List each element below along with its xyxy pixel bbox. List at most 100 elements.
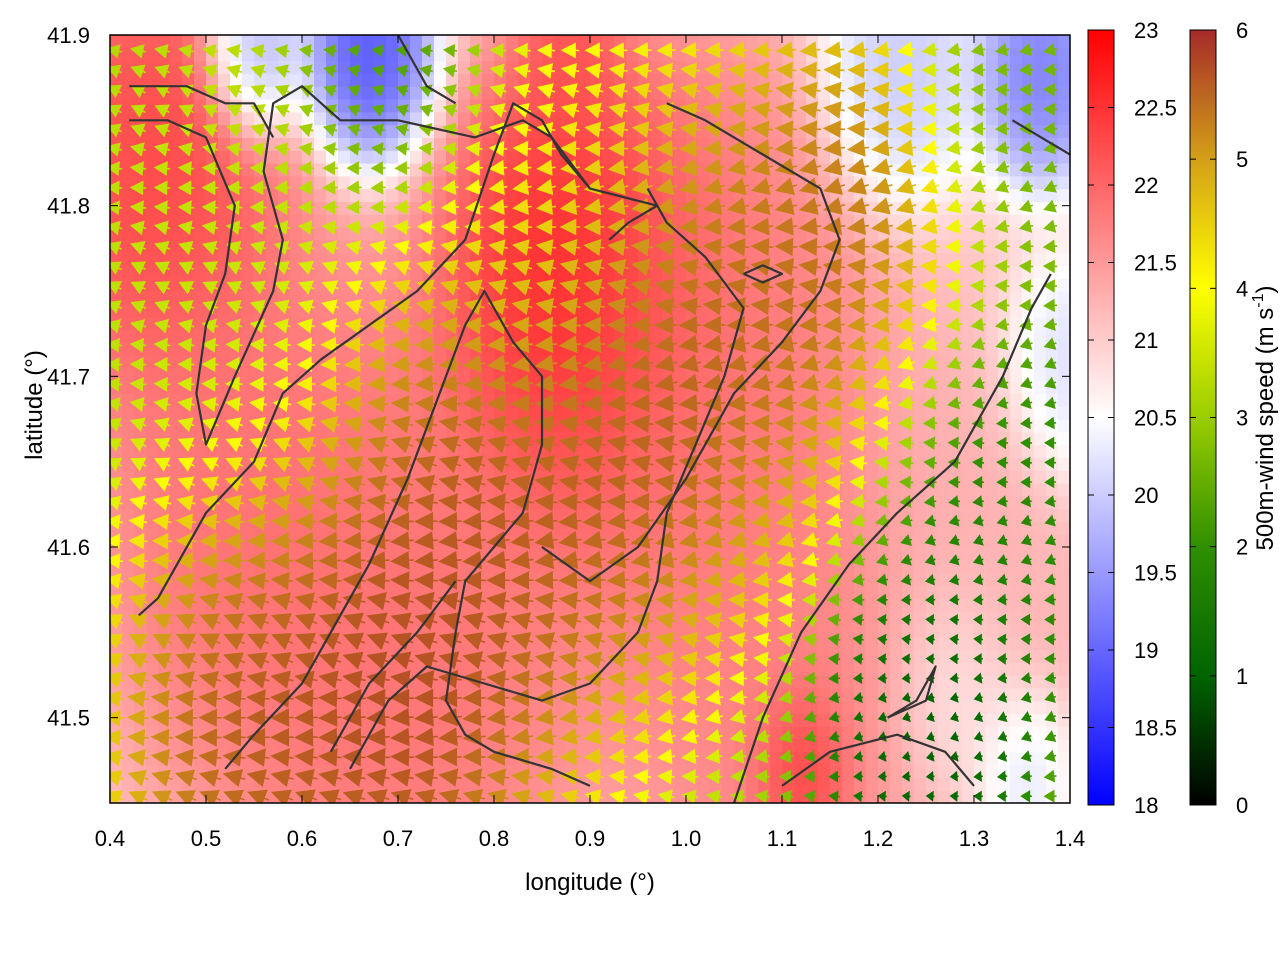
temperature-cell: [722, 483, 735, 497]
temperature-cell: [362, 303, 375, 318]
temperature-cell: [674, 623, 687, 638]
temperature-cell: [482, 623, 495, 638]
temperature-cell: [194, 521, 207, 535]
temperature-cell: [506, 329, 519, 343]
temperature-cell: [134, 406, 147, 420]
temperature-cell: [1058, 559, 1070, 574]
temperature-cell: [302, 111, 315, 126]
temperature-cell: [770, 623, 783, 638]
temperature-cell: [458, 201, 471, 215]
temperature-cell: [170, 444, 183, 458]
temperature-cell: [314, 662, 327, 676]
temperature-cell: [290, 611, 303, 625]
temperature-cell: [290, 124, 303, 138]
temperature-cell: [626, 700, 639, 714]
temperature-cell: [386, 316, 399, 330]
temperature-cell: [254, 406, 267, 420]
temperature-cell: [182, 111, 195, 126]
temperature-cell: [1010, 687, 1023, 702]
temperature-cell: [962, 380, 975, 394]
temperature-cell: [194, 700, 207, 714]
temperature-cell: [362, 265, 375, 279]
temperature-cell: [506, 406, 519, 420]
temperature-cell: [290, 636, 303, 650]
temperature-cell: [290, 150, 303, 164]
temperature-cell: [866, 687, 879, 702]
temperature-cell: [1070, 790, 1083, 803]
temperature-cell: [242, 611, 255, 625]
temperature-cell: [1070, 278, 1083, 291]
temperature-cell: [842, 457, 855, 471]
temperature-cell: [938, 636, 951, 650]
temperature-cell: [122, 636, 135, 650]
temperature-cell: [362, 329, 375, 343]
temperature-cell: [194, 111, 207, 126]
temperature-cell: [218, 559, 231, 574]
temperature-cell: [170, 35, 183, 49]
temperature-cell: [974, 739, 987, 753]
temperature-cell: [698, 739, 711, 753]
temperature-cell: [1022, 700, 1035, 714]
temperature-cell: [650, 700, 663, 714]
temperature-cell: [722, 585, 735, 599]
temperature-cell: [146, 700, 159, 714]
temperature-cell: [1058, 623, 1070, 638]
temperature-cell: [986, 329, 999, 343]
temperature-cell: [266, 547, 279, 561]
temperature-cell: [554, 739, 567, 753]
temperature-cell: [938, 649, 951, 663]
temperature-cell: [350, 188, 363, 202]
temperature-cell: [194, 316, 207, 330]
temperature-cell: [386, 662, 399, 676]
temperature-cell: [962, 252, 975, 266]
temperature-cell: [602, 150, 615, 164]
temperature-cell: [506, 60, 519, 74]
temperature-cell: [1034, 342, 1047, 356]
temperature-cell: [122, 483, 135, 497]
temperature-cell: [962, 675, 975, 689]
temperature-cell: [842, 534, 855, 548]
temperature-cell: [674, 150, 687, 164]
temperature-cell: [962, 611, 975, 625]
temperature-cell: [602, 367, 615, 382]
temperature-cell: [914, 751, 927, 766]
temperature-cell: [218, 214, 231, 228]
temperature-cell: [506, 623, 519, 638]
temperature-cell: [386, 739, 399, 753]
temperature-cell: [794, 662, 807, 676]
temperature-cell: [314, 444, 327, 458]
temperature-cell: [518, 73, 531, 87]
temperature-cell: [674, 73, 687, 87]
temperature-cell: [122, 175, 135, 190]
temperature-cell: [1070, 585, 1083, 598]
temperature-cell: [482, 86, 495, 100]
temperature-cell: [470, 35, 483, 49]
temperature-cell: [458, 406, 471, 420]
temperature-cell: [1058, 726, 1070, 740]
temperature-cell: [146, 303, 159, 318]
temperature-cell: [506, 214, 519, 228]
temperature-cell: [194, 559, 207, 574]
temperature-cell: [362, 662, 375, 676]
temperature-cell: [146, 239, 159, 254]
temperature-cell: [170, 86, 183, 100]
temperature-cell: [914, 534, 927, 548]
temperature-cell: [326, 188, 339, 202]
temperature-cell: [794, 406, 807, 420]
temperature-cell: [266, 73, 279, 87]
temperature-cell: [338, 316, 351, 330]
temperature-cell: [482, 636, 495, 650]
temperature-cell: [266, 239, 279, 254]
temperature-cell: [290, 35, 303, 49]
temperature-cell: [506, 547, 519, 561]
temperature-cell: [866, 73, 879, 87]
temperature-cell: [170, 265, 183, 279]
temperature-cell: [314, 611, 327, 625]
temperature-cell: [938, 790, 951, 803]
temperature-cell: [458, 163, 471, 177]
temperature-cell: [170, 214, 183, 228]
temperature-cell: [842, 649, 855, 663]
temperature-cell: [602, 406, 615, 420]
temperature-cell: [746, 35, 759, 49]
temperature-cell: [410, 99, 423, 113]
